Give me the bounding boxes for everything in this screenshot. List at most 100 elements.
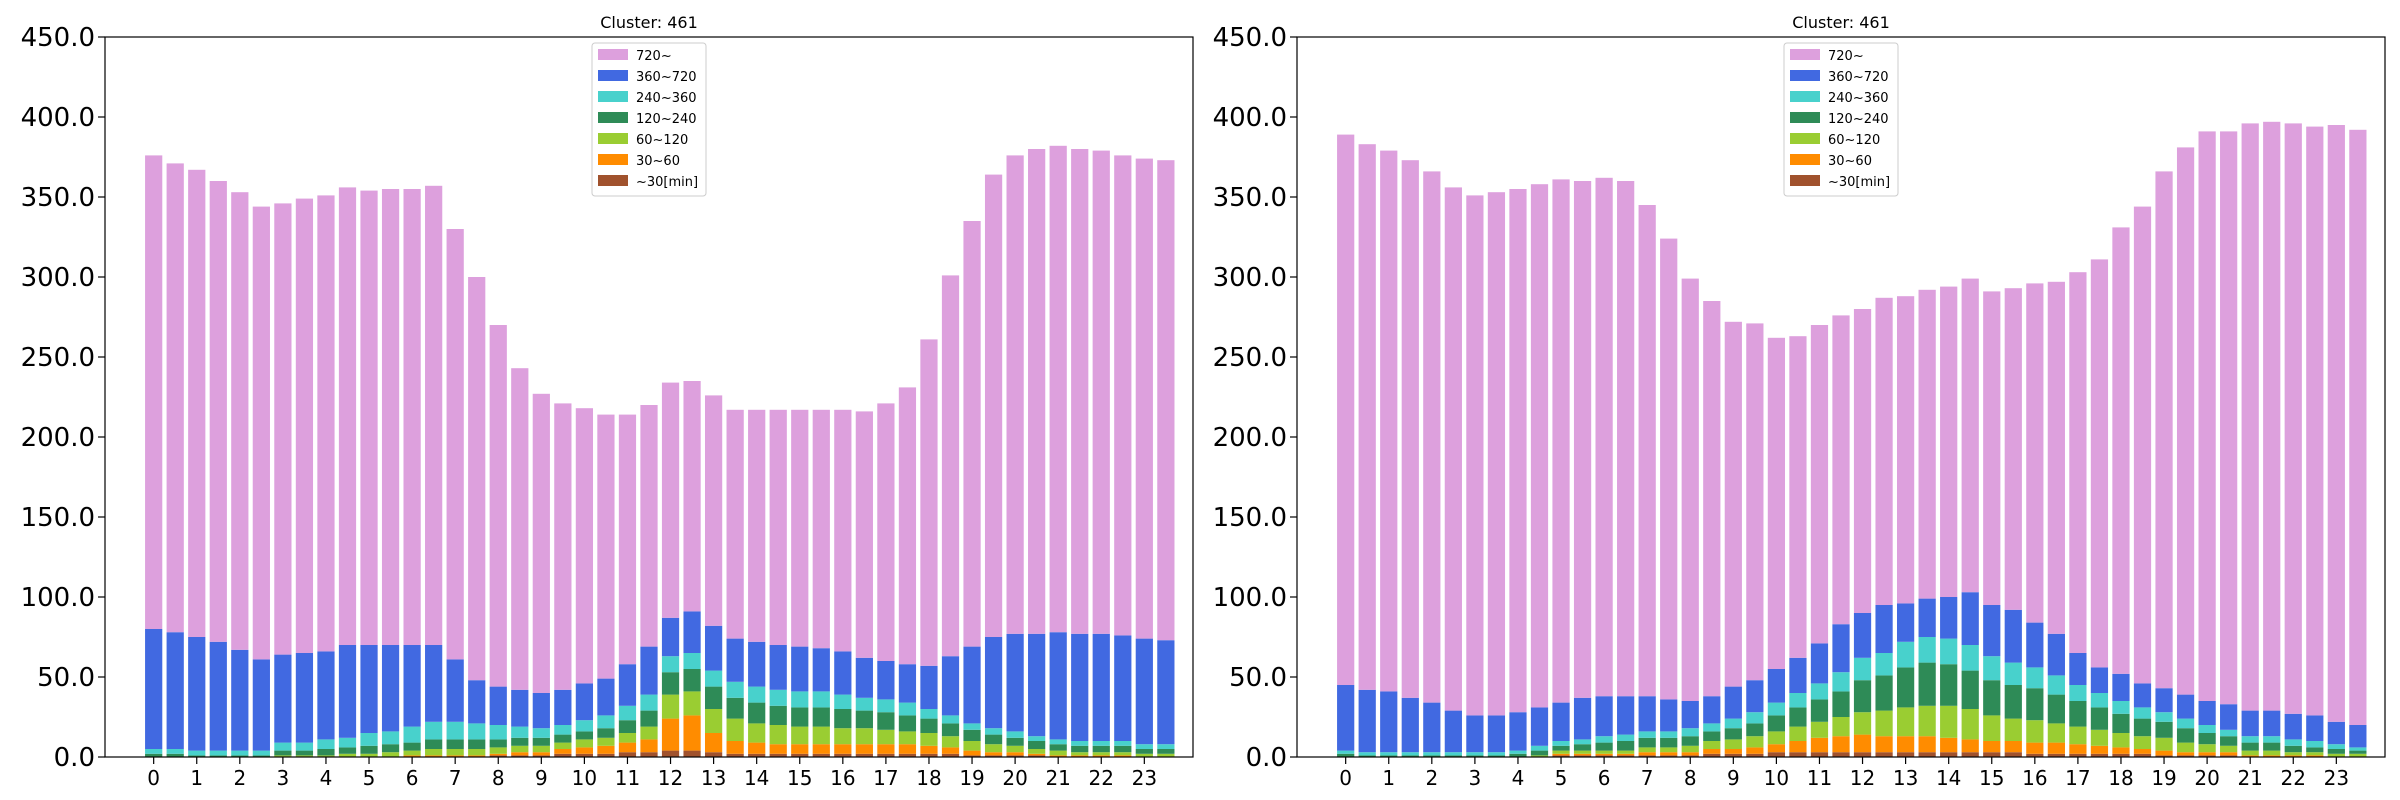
bar-segment — [1092, 150, 1110, 634]
bar-segment — [425, 749, 443, 756]
bar-segment — [231, 750, 249, 756]
x-tick-label: 8 — [492, 766, 505, 790]
bar-segment — [1961, 709, 1979, 740]
bar-segment — [1896, 603, 1915, 642]
bar-segment — [317, 749, 335, 756]
bar-segment — [1337, 753, 1355, 757]
bar-segment — [704, 709, 723, 733]
bar-segment — [1681, 745, 1699, 753]
bar-segment — [661, 617, 680, 657]
bar-segment — [834, 744, 852, 754]
bar-segment — [1832, 717, 1850, 737]
legend-label: 360~720 — [1828, 70, 1889, 85]
bar-segment — [1940, 286, 1958, 597]
bar-segment — [1724, 728, 1742, 740]
bar-segment — [920, 745, 938, 754]
bar-segment — [963, 741, 981, 751]
bar-segment — [748, 641, 766, 687]
x-tick-label: 23 — [1132, 766, 1157, 790]
bar-segment — [2284, 739, 2302, 746]
bar-segment — [360, 753, 378, 757]
x-tick-label: 4 — [320, 766, 333, 790]
bar-segment — [1789, 707, 1807, 727]
bar-segment — [1135, 158, 1153, 639]
bar-segment — [618, 752, 637, 757]
bar-segment — [1896, 667, 1915, 708]
bar-segment — [1638, 747, 1656, 753]
y-tick-label: 50.0 — [1229, 663, 1287, 693]
bar-segment — [618, 414, 637, 665]
bar-segment — [963, 729, 981, 741]
bar-segment — [489, 755, 507, 757]
bar-segment — [2133, 749, 2152, 754]
bar-segment — [1810, 699, 1829, 722]
bar-segment — [209, 181, 227, 642]
x-tick-label: 14 — [1936, 766, 1961, 790]
bar-segment — [2090, 707, 2109, 730]
bar-segment — [1918, 752, 1936, 757]
bar-segment — [1724, 739, 1742, 749]
y-tick-label: 50.0 — [37, 663, 95, 693]
bar-segment — [295, 742, 314, 751]
bar-segment — [1157, 753, 1175, 757]
bar-segment — [209, 641, 227, 751]
bar-segment — [2047, 281, 2065, 634]
bar-segment — [1983, 656, 2001, 681]
x-tick-label: 18 — [916, 766, 941, 790]
bar-segment — [1401, 755, 1419, 757]
bar-segment — [1660, 747, 1678, 753]
bar-segment — [1961, 278, 1979, 593]
bar-segment — [618, 664, 637, 706]
bar-segment — [1789, 657, 1807, 693]
bar-segment — [1028, 633, 1046, 737]
bar-segment — [791, 744, 809, 754]
x-tick-label: 9 — [535, 766, 548, 790]
bar-segment — [403, 726, 421, 743]
bar-segment — [1617, 696, 1635, 735]
bar-segment — [769, 645, 787, 690]
bar-segment — [812, 409, 830, 649]
bar-segment — [188, 637, 206, 751]
bar-segment — [1746, 680, 1764, 713]
bar-segment — [1006, 731, 1024, 738]
bar-segment — [2198, 733, 2216, 745]
bar-segment — [209, 750, 227, 756]
bar-segment — [1746, 712, 1764, 724]
y-tick-label: 150.0 — [21, 503, 95, 533]
bar-segment — [1337, 134, 1355, 686]
x-tick-label: 6 — [1598, 766, 1611, 790]
bar-segment — [661, 718, 680, 751]
bar-segment — [1049, 632, 1067, 740]
bar-segment — [941, 753, 960, 757]
bar-segment — [188, 750, 206, 756]
bar-segment — [640, 752, 658, 757]
bar-segment — [1660, 731, 1678, 738]
plot-area — [1296, 36, 2386, 758]
bar-segment — [1423, 752, 1441, 756]
bar-segment — [166, 632, 184, 749]
bar-segment — [1552, 702, 1570, 741]
bar-segment — [2026, 753, 2044, 757]
bar-segment — [252, 206, 270, 660]
bar-segment — [661, 672, 680, 695]
bar-segment — [2327, 753, 2345, 757]
bar-segment — [661, 656, 680, 673]
bar-segment — [2349, 129, 2367, 726]
bar-segment — [1573, 744, 1592, 751]
bar-segment — [1940, 597, 1958, 639]
bar-segment — [360, 645, 378, 733]
y-tick-label: 450.0 — [1213, 23, 1287, 53]
legend-label: 240~360 — [1828, 91, 1889, 106]
bar-segment — [468, 680, 486, 724]
bar-segment — [360, 745, 378, 754]
bar-segment — [2220, 729, 2238, 737]
bar-segment — [920, 718, 938, 733]
bar-segment — [1092, 745, 1110, 753]
bar-segment — [1983, 291, 2001, 605]
bar-segment — [468, 739, 486, 749]
bar-segment — [1767, 669, 1786, 703]
bar-segment — [2069, 272, 2087, 653]
bar-segment — [1401, 697, 1419, 753]
bar-segment — [1983, 680, 2001, 716]
x-tick-label: 10 — [572, 766, 597, 790]
